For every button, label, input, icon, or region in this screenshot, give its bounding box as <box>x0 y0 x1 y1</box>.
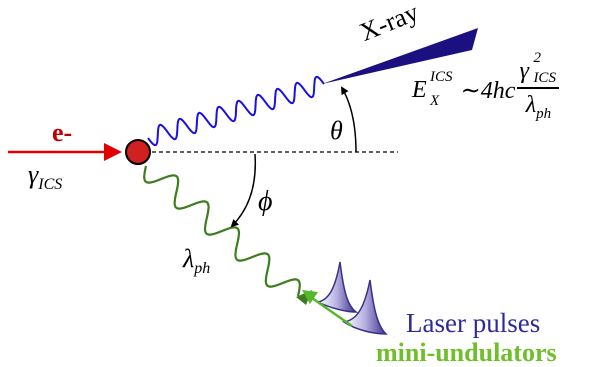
electron-particle <box>125 139 151 165</box>
formula-numerator: γ 2 ICS <box>517 50 560 89</box>
mini-undulator-arrow <box>311 296 353 328</box>
wavelength-label: λph <box>183 244 211 278</box>
electron-gamma-label: γICS <box>28 160 63 194</box>
xray-beam <box>322 28 478 84</box>
xray-energy-formula: E ICS X ∼4hc γ 2 ICS λph <box>412 50 560 123</box>
phi-label: ϕ <box>258 186 273 217</box>
formula-denominator: λph <box>525 92 552 122</box>
mini-undulator-arrowhead <box>302 290 318 304</box>
phi-angle-arc <box>230 153 257 228</box>
formula-fraction: γ 2 ICS λph <box>517 50 560 123</box>
laser-pulse-1 <box>315 261 359 313</box>
laser-pulses-label: Laser pulses <box>406 308 541 338</box>
formula-relation: ∼4hc <box>460 77 516 104</box>
theta-label: θ <box>330 116 343 145</box>
theta-angle-arc <box>340 86 357 153</box>
mini-undulators-label: mini-undulators <box>376 338 557 367</box>
formula-energy: E ICS X <box>412 68 453 109</box>
electron-label: e- <box>52 118 73 147</box>
xray-wave <box>147 75 325 147</box>
laser-pulse-2 <box>342 279 388 335</box>
laser-wave <box>143 165 301 297</box>
electron-beam-arrowhead <box>104 143 122 161</box>
